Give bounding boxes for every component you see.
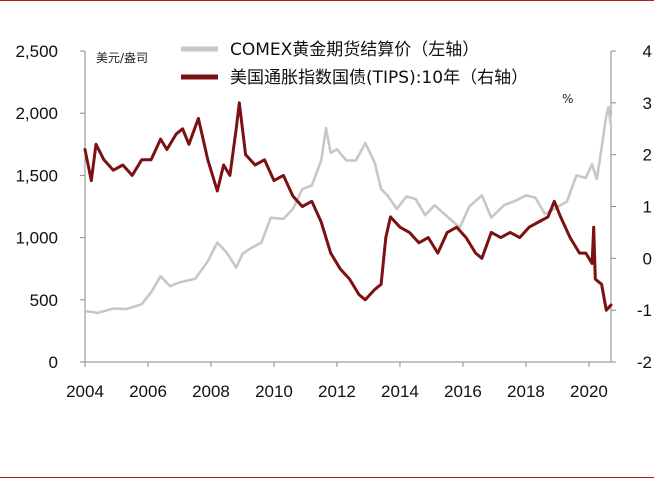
left-tick-label: 1,500 bbox=[15, 166, 58, 185]
right-tick-label: -1 bbox=[637, 301, 652, 320]
left-tick-label: 1,000 bbox=[15, 229, 58, 248]
right-tick-label: 0 bbox=[643, 249, 652, 268]
x-tick-label: 2018 bbox=[507, 382, 545, 401]
x-tick-label: 2010 bbox=[255, 382, 293, 401]
right-tick-label: -2 bbox=[637, 353, 652, 372]
right-tick-label: 1 bbox=[643, 198, 652, 217]
series-lines bbox=[83, 101, 613, 315]
axes bbox=[80, 50, 616, 367]
right-tick-label: 3 bbox=[643, 94, 652, 113]
left-tick-label: 2,000 bbox=[15, 104, 58, 123]
legend: COMEX黄金期货结算价（左轴） 美国通胀指数国债(TIPS):10年（右轴） bbox=[181, 40, 528, 88]
legend-label-gold: COMEX黄金期货结算价（左轴） bbox=[230, 40, 479, 60]
gold-price-series-line bbox=[83, 105, 613, 315]
right-tick-label: 4 bbox=[643, 42, 652, 61]
tips-yield-series-line bbox=[83, 101, 613, 312]
x-tick-label: 2016 bbox=[444, 382, 482, 401]
x-tick-label: 2008 bbox=[192, 382, 230, 401]
left-tick-label: 0 bbox=[49, 353, 58, 372]
legend-label-tips: 美国通胀指数国债(TIPS):10年（右轴） bbox=[230, 68, 528, 88]
top-rule bbox=[0, 0, 654, 1]
right-tick-label: 2 bbox=[643, 146, 652, 165]
x-tick-label: 2012 bbox=[318, 382, 356, 401]
x-tick-label: 2020 bbox=[570, 382, 608, 401]
left-tick-label: 500 bbox=[30, 291, 58, 310]
left-axis-unit: 美元/盎司 bbox=[96, 51, 148, 65]
right-axis-unit: % bbox=[562, 92, 573, 106]
x-tick-label: 2006 bbox=[129, 382, 167, 401]
tick-labels: 0 500 1,000 1,500 2,000 2,500 -2 -1 0 1 2 3 4 2004 200… bbox=[15, 42, 652, 401]
left-tick-label: 2,500 bbox=[15, 42, 58, 61]
bottom-rule bbox=[0, 477, 654, 478]
x-tick-label: 2014 bbox=[381, 382, 419, 401]
x-tick-label: 2004 bbox=[66, 382, 104, 401]
